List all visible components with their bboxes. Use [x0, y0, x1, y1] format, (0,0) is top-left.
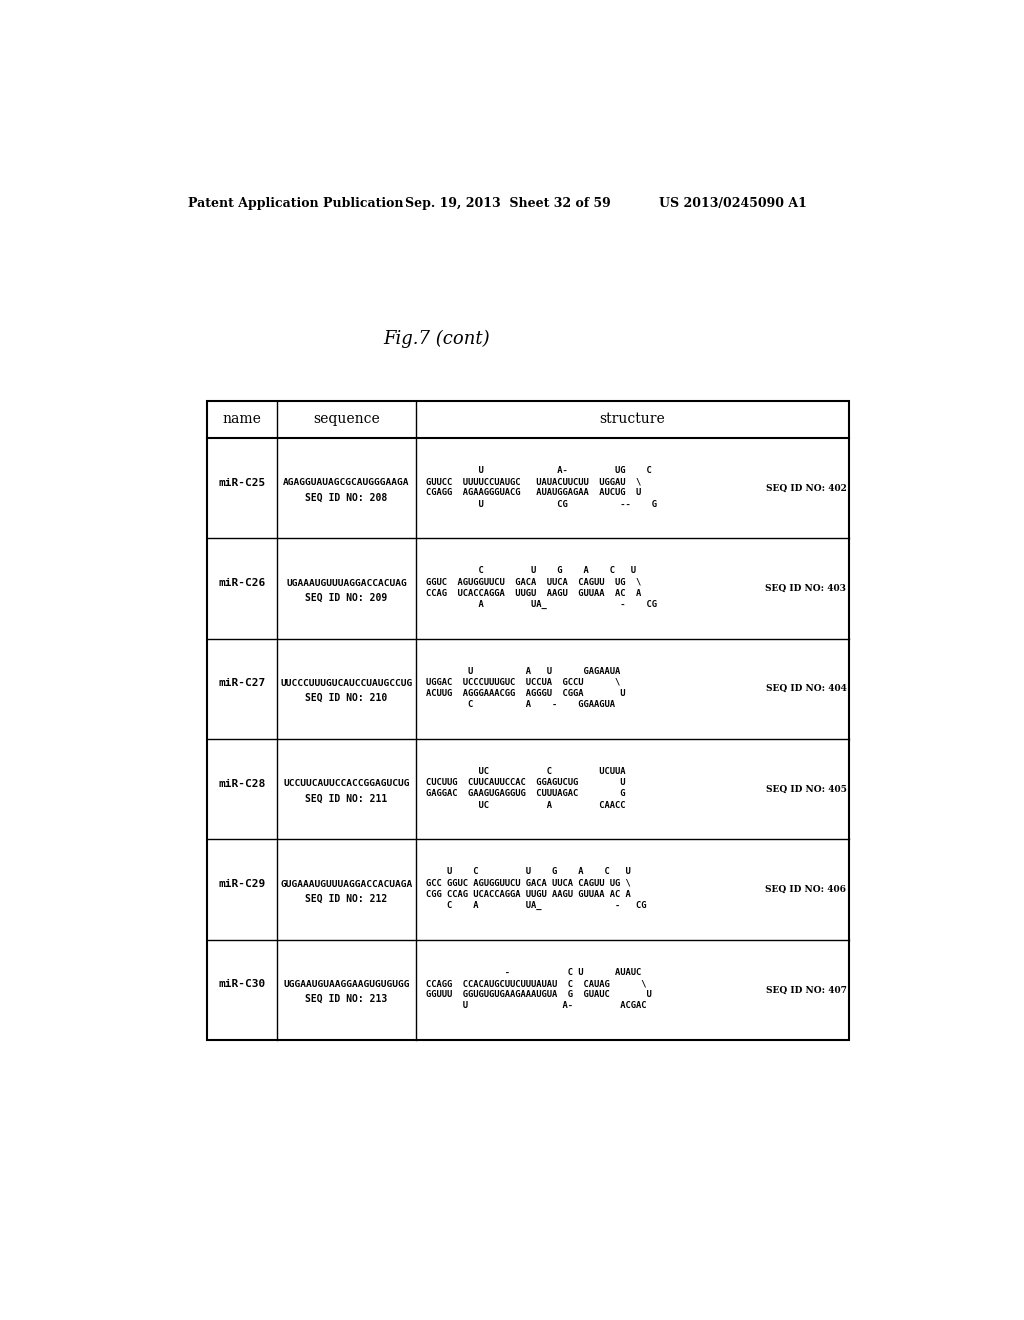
Text: name: name [222, 412, 261, 426]
Text: GGUC  AGUGGUUCU  GACA  UUCA  CAGUU  UG  \: GGUC AGUGGUUCU GACA UUCA CAGUU UG \ [426, 578, 641, 586]
Text: miR-C25: miR-C25 [218, 478, 265, 487]
Text: U          A   U      GAGAAUA: U A U GAGAAUA [426, 667, 620, 676]
Text: SEQ ID NO: 211: SEQ ID NO: 211 [305, 793, 388, 804]
Text: SEQ ID NO: 212: SEQ ID NO: 212 [305, 894, 388, 904]
Text: U              A-         UG    C: U A- UG C [426, 466, 651, 475]
Text: GCC GGUC AGUGGUUCU GACA UUCA CAGUU UG \: GCC GGUC AGUGGUUCU GACA UUCA CAGUU UG \ [426, 879, 631, 887]
Text: GUUCC  UUUUCCUAUGC   UAUACUUCUU  UGGAU  \: GUUCC UUUUCCUAUGC UAUACUUCUU UGGAU \ [426, 478, 641, 486]
Text: miR-C28: miR-C28 [218, 779, 265, 789]
Text: UGGAC  UCCCUUUGUC  UCCUA  GCCU      \: UGGAC UCCCUUUGUC UCCUA GCCU \ [426, 678, 620, 686]
Text: Patent Application Publication: Patent Application Publication [188, 197, 403, 210]
Text: UC           A         CAACC: UC A CAACC [426, 801, 625, 809]
Text: SEQ ID NO: 402: SEQ ID NO: 402 [766, 483, 847, 492]
Text: -           C U      AUAUC: - C U AUAUC [426, 968, 641, 977]
Text: CGAGG  AGAAGGGUACG   AUAUGGAGAA  AUCUG  U: CGAGG AGAAGGGUACG AUAUGGAGAA AUCUG U [426, 488, 641, 498]
Text: CCAG  UCACCAGGA  UUGU  AAGU  GUUAA  AC  A: CCAG UCACCAGGA UUGU AAGU GUUAA AC A [426, 589, 641, 598]
Text: SEQ ID NO: 407: SEQ ID NO: 407 [766, 985, 847, 994]
Text: C          A    -    GGAAGUA: C A - GGAAGUA [426, 701, 614, 709]
Text: GGUUU  GGUGUGUGAAGAAAUGUA  G  GUAUC       U: GGUUU GGUGUGUGAAGAAAUGUA G GUAUC U [426, 990, 651, 999]
Text: A         UA_              -    CG: A UA_ - CG [426, 599, 656, 609]
Text: UCCUUCAUUCCACCGGAGUCUG: UCCUUCAUUCCACCGGAGUCUG [284, 779, 410, 788]
Text: Sep. 19, 2013  Sheet 32 of 59: Sep. 19, 2013 Sheet 32 of 59 [406, 197, 611, 210]
Text: SEQ ID NO: 209: SEQ ID NO: 209 [305, 593, 388, 603]
Text: miR-C29: miR-C29 [218, 879, 265, 890]
Text: U                  A-         ACGAC: U A- ACGAC [426, 1002, 646, 1010]
Text: CGG CCAG UCACCAGGA UUGU AAGU GUUAA AC A: CGG CCAG UCACCAGGA UUGU AAGU GUUAA AC A [426, 890, 631, 899]
Text: UUCCCUUUGUCAUCCUAUGCCUG: UUCCCUUUGUCAUCCUAUGCCUG [281, 678, 413, 688]
Text: ACUUG  AGGGAAACGG  AGGGU  CGGA       U: ACUUG AGGGAAACGG AGGGU CGGA U [426, 689, 625, 698]
Text: miR-C27: miR-C27 [218, 678, 265, 689]
Text: SEQ ID NO: 210: SEQ ID NO: 210 [305, 693, 388, 704]
Text: GUGAAAUGUUUAGGACCACUAGA: GUGAAAUGUUUAGGACCACUAGA [281, 879, 413, 888]
Text: UC           C         UCUUA: UC C UCUUA [426, 767, 625, 776]
Text: SEQ ID NO: 208: SEQ ID NO: 208 [305, 492, 388, 503]
Text: AGAGGUAUAGCGCAUGGGAAGA: AGAGGUAUAGCGCAUGGGAAGA [284, 478, 410, 487]
Text: U              CG          --    G: U CG -- G [426, 499, 656, 508]
Text: structure: structure [600, 412, 666, 426]
Text: SEQ ID NO: 404: SEQ ID NO: 404 [766, 684, 847, 693]
Text: US 2013/0245090 A1: US 2013/0245090 A1 [658, 197, 807, 210]
Text: SEQ ID NO: 406: SEQ ID NO: 406 [765, 884, 847, 894]
Text: CCAGG  CCACAUGCUUCUUUAUAU  C  CAUAG      \: CCAGG CCACAUGCUUCUUUAUAU C CAUAG \ [426, 979, 646, 987]
Text: UGAAAUGUUUAGGACCACUAG: UGAAAUGUUUAGGACCACUAG [286, 578, 407, 587]
Text: SEQ ID NO: 403: SEQ ID NO: 403 [765, 583, 847, 593]
Text: C    A         UA_              -   CG: C A UA_ - CG [426, 902, 646, 909]
Text: miR-C30: miR-C30 [218, 979, 265, 990]
Text: U    C         U    G    A    C   U: U C U G A C U [426, 867, 631, 876]
Text: SEQ ID NO: 405: SEQ ID NO: 405 [766, 784, 847, 793]
Text: Fig.7 (cont): Fig.7 (cont) [384, 330, 490, 348]
Bar [207, 401, 849, 1040]
Text: SEQ ID NO: 213: SEQ ID NO: 213 [305, 994, 388, 1005]
Text: UGGAAUGUAAGGAAGUGUGUGG: UGGAAUGUAAGGAAGUGUGUGG [284, 979, 410, 989]
Text: GAGGAC  GAAGUGAGGUG  CUUUAGAC        G: GAGGAC GAAGUGAGGUG CUUUAGAC G [426, 789, 625, 799]
Text: C         U    G    A    C   U: C U G A C U [426, 566, 636, 576]
Text: sequence: sequence [313, 412, 380, 426]
Text: miR-C26: miR-C26 [218, 578, 265, 587]
Text: CUCUUG  CUUCAUUCCAC  GGAGUCUG        U: CUCUUG CUUCAUUCCAC GGAGUCUG U [426, 779, 625, 787]
